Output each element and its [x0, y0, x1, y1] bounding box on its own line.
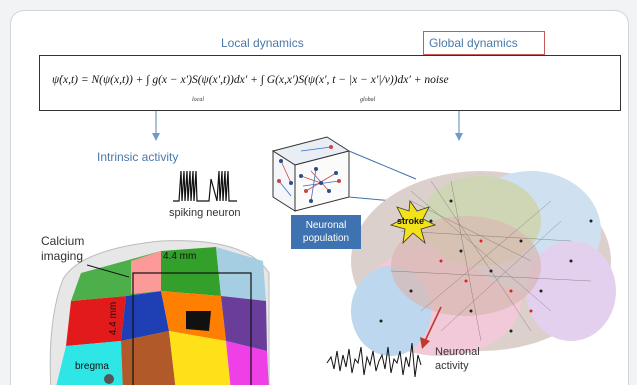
stroke-label: stroke — [397, 216, 425, 226]
stroke-star — [389, 199, 437, 245]
population-cube — [271, 136, 351, 212]
cortex-map — [49, 240, 270, 385]
diagram-graphics — [49, 103, 616, 385]
mm-horizontal-label: 4.4 mm — [163, 251, 197, 262]
activity-arrow — [424, 306, 442, 342]
integral-sub-local: local — [192, 97, 204, 103]
neuronal-population-box: Neuronal population — [291, 215, 361, 249]
local-arrowhead — [152, 133, 160, 141]
dynamics-equation-box: ψ̇(x,t) = N(ψ(x,t)) + ∫ g(x − x′)S(ψ(x′,… — [39, 55, 621, 111]
bregma-dot — [104, 374, 114, 384]
global-dynamics-highlight — [423, 31, 545, 55]
figure-frame: Local dynamics Global dynamics ψ̇(x,t) =… — [10, 10, 629, 385]
local-dynamics-label: Local dynamics — [221, 36, 304, 50]
spiking-neuron-label: spiking neuron — [169, 207, 241, 219]
bregma-label: bregma — [75, 361, 109, 372]
calcium-imaging-label: Calcium imaging — [41, 234, 85, 263]
brain-3d — [351, 171, 616, 356]
integral-sub-global: global — [360, 97, 376, 103]
activity-trace — [326, 342, 422, 378]
neuronal-activity-label: Neuronal activity — [435, 346, 480, 372]
intrinsic-activity-label: Intrinsic activity — [97, 150, 179, 164]
global-dynamics-label: Global dynamics — [429, 36, 518, 50]
mm-vertical-label: 4.4 mm — [108, 301, 120, 336]
imaging-window — [132, 272, 252, 385]
spike-train — [173, 170, 237, 202]
global-arrowhead — [455, 133, 463, 141]
dynamics-equation: ψ̇(x,t) = N(ψ(x,t)) + ∫ g(x − x′)S(ψ(x′,… — [52, 74, 449, 86]
